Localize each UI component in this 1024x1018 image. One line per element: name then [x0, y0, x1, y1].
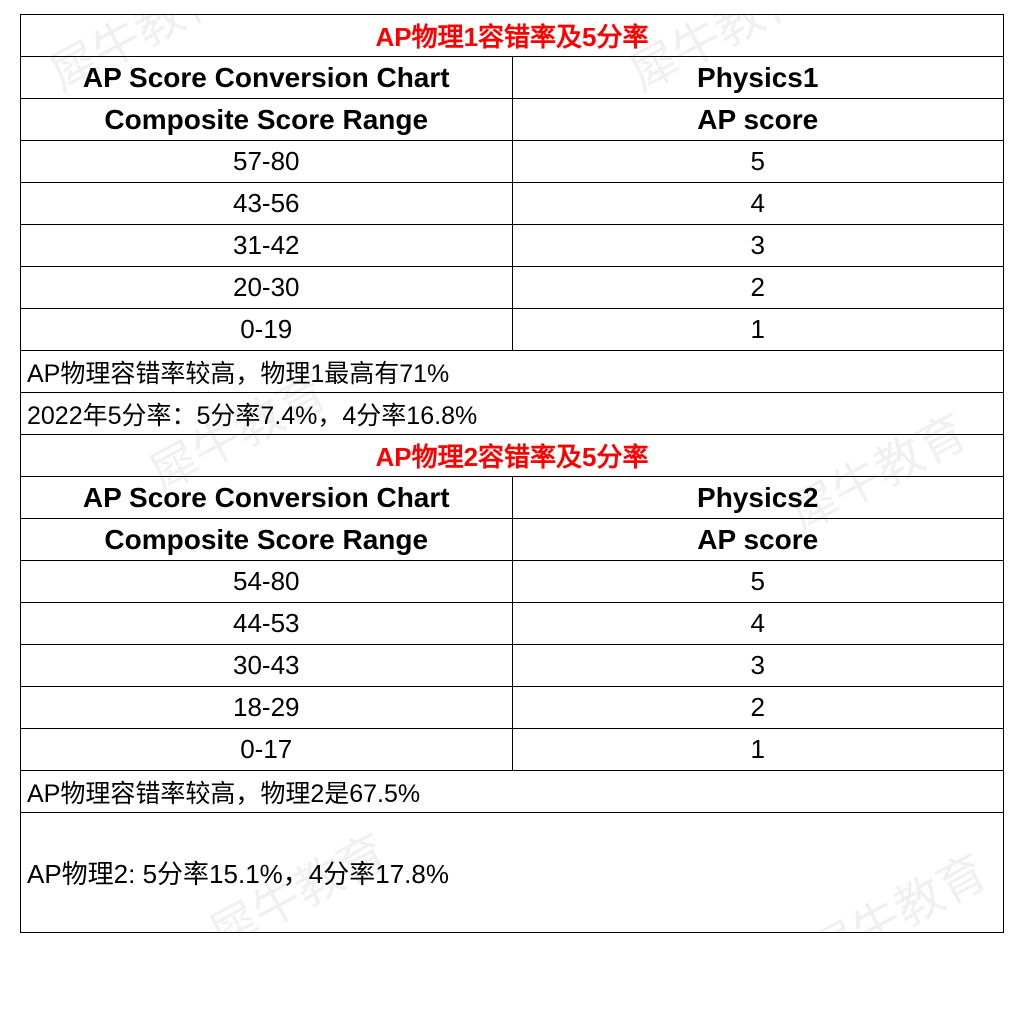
section2-note2: AP物理2: 5分率15.1%，4分率17.8%	[21, 813, 1004, 933]
table-row: 31-42 3	[21, 225, 1004, 267]
section1-subheader-row: Composite Score Range AP score	[21, 99, 1004, 141]
section2-subheader-left: Composite Score Range	[21, 519, 513, 561]
section2-subheader-row: Composite Score Range AP score	[21, 519, 1004, 561]
section2-note1-row: AP物理容错率较高，物理2是67.5%	[21, 771, 1004, 813]
ap-score: 4	[512, 603, 1004, 645]
table-row: 30-43 3	[21, 645, 1004, 687]
section2-subheader-right: AP score	[512, 519, 1004, 561]
section1-subheader-right: AP score	[512, 99, 1004, 141]
score-table: AP物理1容错率及5分率 AP Score Conversion Chart P…	[20, 14, 1004, 933]
table-row: 43-56 4	[21, 183, 1004, 225]
section1-note2: 2022年5分率：5分率7.4%，4分率16.8%	[21, 393, 1004, 435]
table-row: 20-30 2	[21, 267, 1004, 309]
container: 犀牛教育犀牛教育犀牛教育犀牛教育犀牛教育犀牛教育 AP物理1容错率及5分率 AP…	[20, 14, 1004, 933]
ap-score: 3	[512, 225, 1004, 267]
ap-score: 5	[512, 141, 1004, 183]
table-row: 44-53 4	[21, 603, 1004, 645]
score-range: 20-30	[21, 267, 513, 309]
score-range: 0-17	[21, 729, 513, 771]
ap-score: 1	[512, 309, 1004, 351]
score-range: 0-19	[21, 309, 513, 351]
table-row: 18-29 2	[21, 687, 1004, 729]
score-range: 30-43	[21, 645, 513, 687]
ap-score: 4	[512, 183, 1004, 225]
ap-score: 5	[512, 561, 1004, 603]
section2-title: AP物理2容错率及5分率	[21, 435, 1004, 477]
section1-header-right: Physics1	[512, 57, 1004, 99]
section1-header-left: AP Score Conversion Chart	[21, 57, 513, 99]
ap-score: 3	[512, 645, 1004, 687]
score-range: 31-42	[21, 225, 513, 267]
section1-note1-row: AP物理容错率较高，物理1最高有71%	[21, 351, 1004, 393]
section1-note1: AP物理容错率较高，物理1最高有71%	[21, 351, 1004, 393]
section1-note2-row: 2022年5分率：5分率7.4%，4分率16.8%	[21, 393, 1004, 435]
ap-score: 2	[512, 687, 1004, 729]
score-range: 43-56	[21, 183, 513, 225]
section2-title-row: AP物理2容错率及5分率	[21, 435, 1004, 477]
ap-score: 1	[512, 729, 1004, 771]
section1-subheader-left: Composite Score Range	[21, 99, 513, 141]
score-range: 54-80	[21, 561, 513, 603]
table-row: 54-80 5	[21, 561, 1004, 603]
section2-header-left: AP Score Conversion Chart	[21, 477, 513, 519]
section2-note1: AP物理容错率较高，物理2是67.5%	[21, 771, 1004, 813]
ap-score: 2	[512, 267, 1004, 309]
section1-title: AP物理1容错率及5分率	[21, 15, 1004, 57]
section2-note2-row: AP物理2: 5分率15.1%，4分率17.8%	[21, 813, 1004, 933]
section1-title-row: AP物理1容错率及5分率	[21, 15, 1004, 57]
score-range: 44-53	[21, 603, 513, 645]
score-range: 18-29	[21, 687, 513, 729]
table-row: 0-17 1	[21, 729, 1004, 771]
table-row: 57-80 5	[21, 141, 1004, 183]
score-range: 57-80	[21, 141, 513, 183]
section2-header-right: Physics2	[512, 477, 1004, 519]
table-row: 0-19 1	[21, 309, 1004, 351]
section1-header-row: AP Score Conversion Chart Physics1	[21, 57, 1004, 99]
section2-header-row: AP Score Conversion Chart Physics2	[21, 477, 1004, 519]
